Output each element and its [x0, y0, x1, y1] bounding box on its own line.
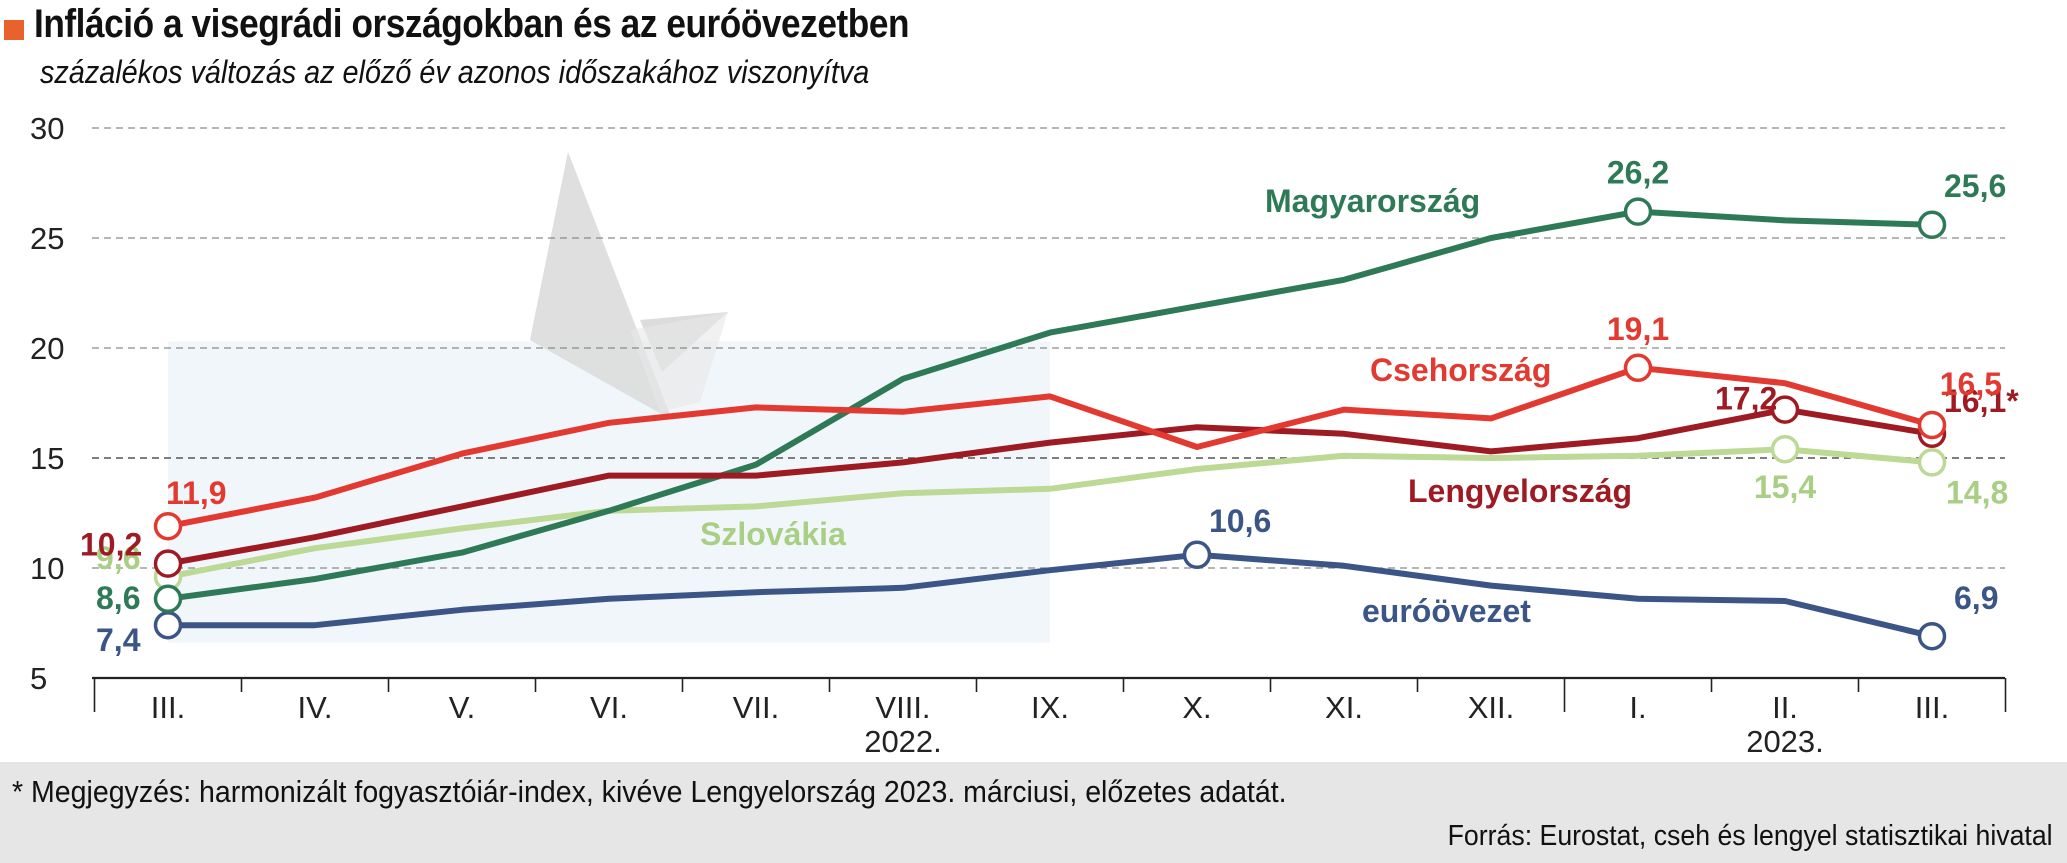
data-label-hungary: 26,2: [1607, 155, 1669, 191]
marker-poland: [153, 549, 183, 578]
marker-slovakia: [1770, 434, 1800, 464]
chart-footer: * Megjegyzés: harmonizált fogyasztóiár-i…: [0, 762, 2067, 863]
paper-boat-hull: [630, 312, 728, 412]
chart-subtitle: százalékos változás az előző év azonos i…: [40, 54, 870, 90]
marker-czechia: [153, 511, 183, 541]
series-line-slovakia: [165, 446, 1935, 580]
marker-czechia: [1917, 410, 1947, 440]
paper-boat-side: [530, 152, 672, 420]
accent-square: [4, 20, 24, 40]
data-label-poland: 16,1*: [1944, 383, 2019, 419]
y-tick-label: 15: [30, 441, 64, 476]
y-tick-label: 20: [30, 331, 64, 366]
data-label-slovakia: 15,4: [1754, 469, 1816, 505]
series-name-eurozone: euróövezet: [1362, 593, 1531, 629]
marker-eurozone: [1917, 621, 1947, 651]
x-tick-label: VII.: [733, 690, 780, 725]
series-name-hungary: Magyarország: [1265, 183, 1480, 219]
series-name-slovakia: Szlovákia: [700, 516, 846, 552]
year-label: 2023.: [1746, 724, 1824, 759]
marker-poland: [1770, 395, 1800, 424]
series-line-poland: [165, 406, 1935, 567]
y-tick-label: 5: [30, 661, 47, 696]
data-label-poland: 10,2: [80, 527, 142, 563]
data-label-eurozone: 6,9: [1954, 580, 1998, 616]
chart: 5 10 15 20 25 30 III. IV. V. VI. VII. VIII. IX. X. XI.…: [30, 111, 2019, 759]
footnote: * Megjegyzés: harmonizált fogyasztóiár-i…: [12, 774, 1287, 809]
x-tick-label: IV.: [297, 690, 332, 725]
marker-eurozone: [1182, 540, 1212, 570]
series-line-eurozone: [165, 551, 1935, 640]
x-tick-label: I.: [1629, 690, 1646, 725]
marker-hungary: [153, 584, 183, 614]
series-markers: [153, 197, 1947, 651]
axes: 5 10 15 20 25 30 III. IV. V. VI. VII. VIII. IX. X. XI.…: [30, 111, 2007, 759]
data-label-poland: 17,2: [1715, 381, 1777, 417]
data-label-eurozone: 10,6: [1209, 503, 1271, 539]
x-tick-label: V.: [449, 690, 475, 725]
x-tick-label: II.: [1772, 690, 1798, 725]
data-label-slovakia: 9,6: [96, 540, 140, 576]
data-label-hungary: 8,6: [96, 580, 140, 616]
x-tick-label: VI.: [590, 690, 628, 725]
series-name-poland: Lengyelország: [1408, 473, 1632, 509]
y-tick-label: 30: [30, 111, 64, 146]
data-label-eurozone: 7,4: [96, 622, 141, 658]
marker-hungary: [1623, 197, 1653, 226]
x-tick-label: XII.: [1468, 690, 1515, 725]
marker-eurozone: [153, 610, 183, 640]
x-tick-label: IX.: [1031, 690, 1069, 725]
paper-boat-decoration: [530, 152, 728, 420]
series-name-czechia: Csehország: [1370, 352, 1551, 388]
marker-slovakia: [1917, 448, 1947, 477]
x-tick-label: VIII.: [875, 690, 930, 725]
year-label: 2022.: [864, 724, 942, 759]
data-label-slovakia: 14,8: [1946, 474, 2008, 510]
x-tick-label: X.: [1182, 690, 1211, 725]
source-note: Forrás: Eurostat, cseh és lengyel statis…: [1447, 820, 2053, 852]
data-label-czechia: 11,9: [166, 475, 227, 511]
data-label-czechia: 19,1: [1607, 311, 1669, 347]
chart-title: Infláció a visegrádi országokban és az e…: [34, 2, 910, 46]
x-tick-label: III.: [1915, 690, 1949, 725]
marker-hungary: [1917, 210, 1947, 240]
x-tick-label: III.: [151, 690, 185, 725]
y-tick-label: 25: [30, 221, 64, 256]
data-label-czechia: 16,5: [1940, 366, 2002, 402]
gridlines: [92, 127, 2005, 569]
x-tick-label: XI.: [1325, 690, 1363, 725]
data-label-hungary: 25,6: [1944, 168, 2006, 204]
y-tick-label: 10: [30, 551, 64, 586]
marker-czechia: [1623, 353, 1653, 383]
data-labels: Szlovákia 9,6 15,4 14,8 euróövezet 7,4 10,6 6,9…: [80, 155, 2019, 659]
chart-header: Infláció a visegrádi országokban és az e…: [0, 0, 2067, 95]
